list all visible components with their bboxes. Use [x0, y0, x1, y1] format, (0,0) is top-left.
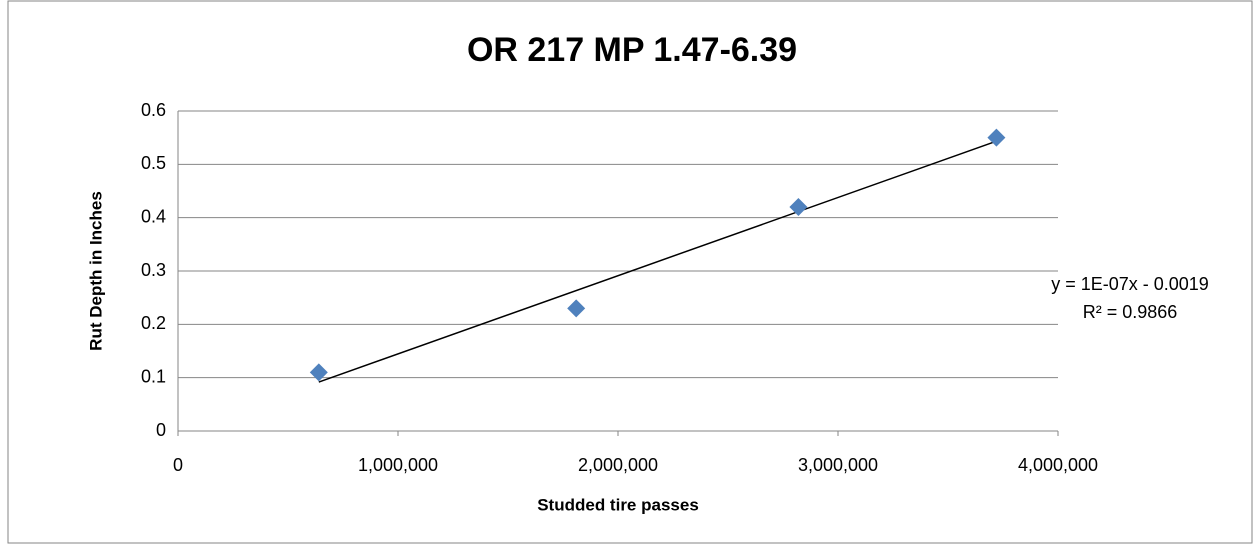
y-axis-label: Rut Depth in Inches	[86, 191, 105, 351]
y-tick-label: 0.6	[141, 100, 166, 120]
data-point	[567, 299, 586, 318]
y-tick-label: 0.3	[141, 260, 166, 280]
data-point	[987, 128, 1006, 147]
trendline-equation: y = 1E-07x - 0.0019	[1051, 274, 1209, 294]
x-tick-label: 1,000,000	[358, 455, 438, 475]
x-tick-label: 0	[173, 455, 183, 475]
trendline-r-squared: R² = 0.9866	[1083, 302, 1178, 322]
data-point	[789, 198, 808, 216]
x-axis-label: Studded tire passes	[537, 495, 699, 514]
y-tick-label: 0	[156, 420, 166, 440]
data-point	[309, 363, 328, 382]
y-tick-label: 0.1	[141, 366, 166, 386]
y-tick-label: 0.5	[141, 153, 166, 173]
x-tick-label: 4,000,000	[1018, 455, 1098, 475]
chart-title: OR 217 MP 1.47-6.39	[467, 31, 797, 69]
y-tick-label: 0.4	[141, 206, 166, 226]
y-tick-label: 0.2	[141, 313, 166, 333]
trendline	[318, 140, 997, 383]
x-tick-label: 2,000,000	[578, 455, 658, 475]
x-tick-label: 3,000,000	[798, 455, 878, 475]
